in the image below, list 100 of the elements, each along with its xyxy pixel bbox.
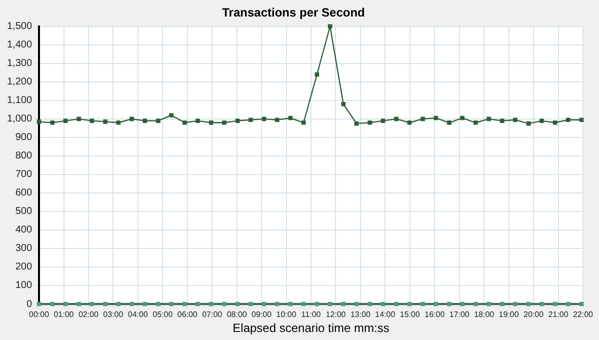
point xyxy=(447,302,452,306)
y-tick-label: 300 xyxy=(15,243,32,254)
y-tick-label: 1,300 xyxy=(6,58,32,70)
point xyxy=(156,118,160,123)
y-tick-label: 100 xyxy=(15,280,32,292)
x-tick-label: 14:00 xyxy=(375,310,396,320)
point xyxy=(460,116,464,120)
point xyxy=(314,302,320,306)
x-tick-label: 20:00 xyxy=(524,310,544,320)
point xyxy=(196,118,200,123)
y-tick-label: 800 xyxy=(15,150,32,162)
x-tick-label: 21:00 xyxy=(548,310,569,320)
x-tick-label: 18:00 xyxy=(474,310,495,320)
x-tick-label: 05:00 xyxy=(152,310,174,320)
point xyxy=(262,116,266,122)
x-tick-label: 04:00 xyxy=(128,310,148,320)
point xyxy=(76,302,81,306)
x-tick-label: 07:00 xyxy=(202,310,223,320)
point xyxy=(248,302,253,306)
point xyxy=(566,118,570,122)
point xyxy=(328,302,332,306)
point xyxy=(420,116,425,122)
point xyxy=(552,120,558,125)
point xyxy=(103,120,108,124)
point xyxy=(394,302,398,306)
point xyxy=(420,302,425,306)
point xyxy=(434,116,438,120)
point xyxy=(76,116,81,122)
point xyxy=(314,72,320,77)
x-tick-label: 00:00 xyxy=(29,310,50,320)
point xyxy=(196,302,200,306)
point xyxy=(526,302,531,306)
y-tick-label: 1,100 xyxy=(6,95,32,106)
y-tick-label: 0 xyxy=(26,298,32,310)
y-tick-label: 500 xyxy=(15,206,32,218)
x-tick-label: 11:00 xyxy=(301,310,322,320)
point xyxy=(540,302,544,306)
point xyxy=(368,302,372,306)
x-tick-label: 08:00 xyxy=(226,310,248,320)
point xyxy=(474,120,478,125)
point xyxy=(169,113,174,118)
point xyxy=(380,118,386,123)
x-tick-label: 22:00 xyxy=(572,310,594,320)
y-tick-label: 1,000 xyxy=(6,114,32,125)
point xyxy=(274,302,280,306)
point xyxy=(341,102,346,106)
point xyxy=(341,302,346,306)
point xyxy=(208,120,214,125)
point xyxy=(222,302,226,306)
point xyxy=(301,302,306,306)
point xyxy=(182,120,187,125)
chart-title: Transactions per Second xyxy=(222,6,365,20)
point xyxy=(474,302,478,306)
point xyxy=(407,120,412,125)
x-tick-label: 17:00 xyxy=(449,310,470,320)
point xyxy=(63,118,68,123)
point xyxy=(142,302,148,306)
y-tick-label: 400 xyxy=(15,224,32,236)
point xyxy=(447,120,452,125)
x-tick-label: 16:00 xyxy=(424,310,446,320)
point xyxy=(486,116,491,122)
x-tick-label: 13:00 xyxy=(350,310,372,320)
point xyxy=(513,118,518,122)
point xyxy=(500,118,504,123)
point xyxy=(354,121,359,126)
point xyxy=(36,302,42,306)
point xyxy=(116,302,121,306)
point xyxy=(235,118,240,123)
y-tick-label: 1,200 xyxy=(6,76,32,88)
y-tick-label: 900 xyxy=(15,132,32,144)
point xyxy=(328,24,332,29)
point xyxy=(50,302,55,306)
x-tick-label: 19:00 xyxy=(498,310,520,320)
point xyxy=(394,116,398,122)
y-tick-label: 200 xyxy=(15,262,32,273)
x-tick-label: 12:00 xyxy=(326,310,346,320)
x-tick-label: 09:00 xyxy=(252,310,272,320)
point xyxy=(50,120,55,125)
point xyxy=(222,120,226,125)
point xyxy=(579,118,584,122)
x-tick-label: 06:00 xyxy=(177,310,198,320)
y-tick-label: 1,500 xyxy=(6,21,32,32)
point xyxy=(540,118,544,123)
point xyxy=(301,120,306,125)
x-tick-label: 15:00 xyxy=(400,310,420,320)
y-tick-label: 600 xyxy=(15,188,32,199)
point xyxy=(274,118,280,122)
point xyxy=(90,118,94,123)
x-tick-label: 03:00 xyxy=(103,310,124,320)
point xyxy=(130,302,134,306)
y-tick-label: 700 xyxy=(15,169,32,180)
point xyxy=(513,302,518,306)
point xyxy=(288,116,293,120)
x-axis-title: Elapsed scenario time mm:ss xyxy=(232,321,390,336)
point xyxy=(116,120,121,125)
point xyxy=(169,302,174,306)
point xyxy=(486,302,491,306)
point xyxy=(566,302,570,306)
x-tick-label: 01:00 xyxy=(54,310,74,320)
point xyxy=(142,118,148,123)
